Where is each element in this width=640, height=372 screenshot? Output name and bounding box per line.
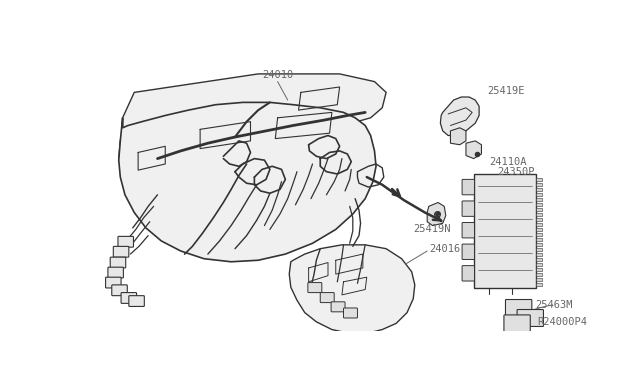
Polygon shape: [451, 128, 466, 145]
Polygon shape: [289, 245, 415, 333]
Bar: [536, 223, 542, 226]
Bar: [536, 213, 542, 216]
Text: 25463M: 25463M: [536, 300, 573, 310]
Bar: [536, 253, 542, 256]
Text: 24010: 24010: [262, 70, 293, 80]
Polygon shape: [119, 74, 386, 164]
Bar: [536, 183, 542, 186]
Polygon shape: [466, 141, 481, 158]
Bar: [474, 174, 536, 288]
Bar: [536, 208, 542, 211]
FancyBboxPatch shape: [121, 293, 136, 303]
Bar: [536, 203, 542, 206]
Text: 24110A: 24110A: [489, 157, 527, 167]
FancyBboxPatch shape: [462, 201, 474, 217]
Bar: [536, 193, 542, 196]
Text: 25419N: 25419N: [413, 224, 451, 234]
FancyBboxPatch shape: [118, 236, 134, 247]
Bar: [536, 228, 542, 231]
FancyBboxPatch shape: [113, 246, 129, 257]
Bar: [536, 283, 542, 286]
Polygon shape: [440, 97, 479, 135]
FancyBboxPatch shape: [106, 277, 121, 288]
Bar: [536, 278, 542, 281]
Bar: [536, 188, 542, 191]
Bar: [536, 263, 542, 266]
Text: 24016: 24016: [429, 244, 460, 254]
FancyBboxPatch shape: [331, 302, 345, 312]
FancyBboxPatch shape: [506, 299, 532, 317]
FancyBboxPatch shape: [462, 266, 474, 281]
Bar: [536, 233, 542, 236]
FancyBboxPatch shape: [504, 315, 531, 332]
FancyBboxPatch shape: [462, 244, 474, 260]
FancyBboxPatch shape: [308, 283, 322, 293]
FancyBboxPatch shape: [344, 308, 358, 318]
Polygon shape: [119, 102, 376, 262]
Bar: [536, 198, 542, 201]
Bar: [536, 218, 542, 221]
FancyBboxPatch shape: [517, 310, 543, 327]
Text: 24350P: 24350P: [497, 167, 534, 177]
FancyBboxPatch shape: [462, 179, 474, 195]
FancyBboxPatch shape: [112, 285, 127, 296]
Text: R24000P4: R24000P4: [537, 317, 588, 327]
Bar: [536, 178, 542, 181]
FancyBboxPatch shape: [110, 257, 125, 268]
FancyBboxPatch shape: [108, 267, 124, 278]
FancyBboxPatch shape: [129, 296, 145, 307]
Bar: [536, 243, 542, 246]
Text: 25419E: 25419E: [487, 86, 524, 96]
Bar: [536, 238, 542, 241]
Polygon shape: [428, 202, 446, 225]
FancyBboxPatch shape: [320, 293, 334, 302]
Bar: [536, 248, 542, 251]
Bar: [536, 273, 542, 276]
FancyBboxPatch shape: [462, 222, 474, 238]
Bar: [536, 268, 542, 271]
Bar: [536, 258, 542, 261]
